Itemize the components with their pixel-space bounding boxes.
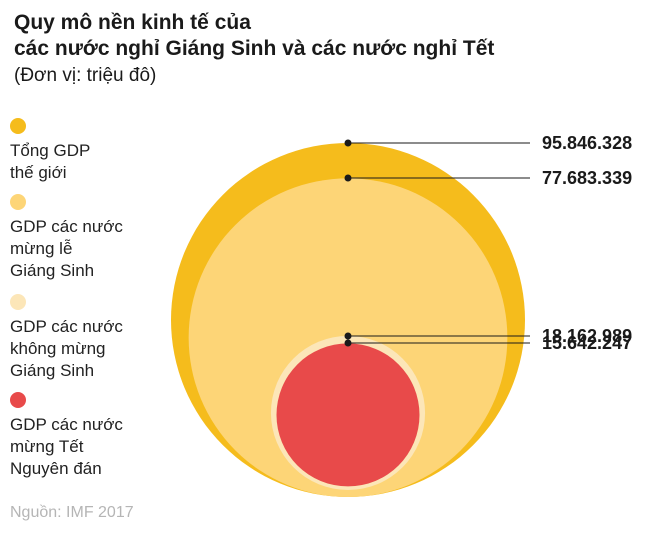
legend-swatch-non-christmas bbox=[10, 294, 26, 310]
source-note: Nguồn: IMF 2017 bbox=[10, 504, 134, 521]
value-label-world: 95.846.328 bbox=[542, 133, 632, 153]
title-line-2: các nước nghỉ Giáng Sinh và các nước ngh… bbox=[14, 37, 495, 60]
title-line-1: Quy mô nền kinh tế của bbox=[14, 11, 251, 34]
chart-title: Quy mô nền kinh tế của các nước nghỉ Giá… bbox=[14, 10, 494, 62]
value-label-tet: 15.642.247 bbox=[542, 333, 632, 353]
legend-item-christmas: GDP các nước mừng lễ Giáng Sinh bbox=[10, 194, 160, 282]
legend-swatch-tet bbox=[10, 392, 26, 408]
legend-item-tet: GDP các nước mừng Tết Nguyên đán bbox=[10, 392, 160, 480]
legend-label-tet: GDP các nước mừng Tết Nguyên đán bbox=[10, 415, 123, 478]
legend-item-non-christmas: GDP các nước không mừng Giáng Sinh bbox=[10, 294, 160, 382]
value-label-non-christmas: 18.162.989 bbox=[542, 326, 632, 346]
bubble-tet bbox=[276, 343, 420, 487]
legend-swatch-christmas bbox=[10, 194, 26, 210]
legend-label-world: Tổng GDP thế giới bbox=[10, 141, 91, 182]
legend-swatch-world bbox=[10, 118, 26, 134]
legend-item-world: Tổng GDP thế giới bbox=[10, 118, 160, 184]
chart-subtitle: (Đơn vị: triệu đô) bbox=[14, 65, 157, 86]
value-label-christmas: 77.683.339 bbox=[542, 168, 632, 188]
legend-label-christmas: GDP các nước mừng lễ Giáng Sinh bbox=[10, 217, 123, 280]
legend-label-non-christmas: GDP các nước không mừng Giáng Sinh bbox=[10, 317, 123, 380]
